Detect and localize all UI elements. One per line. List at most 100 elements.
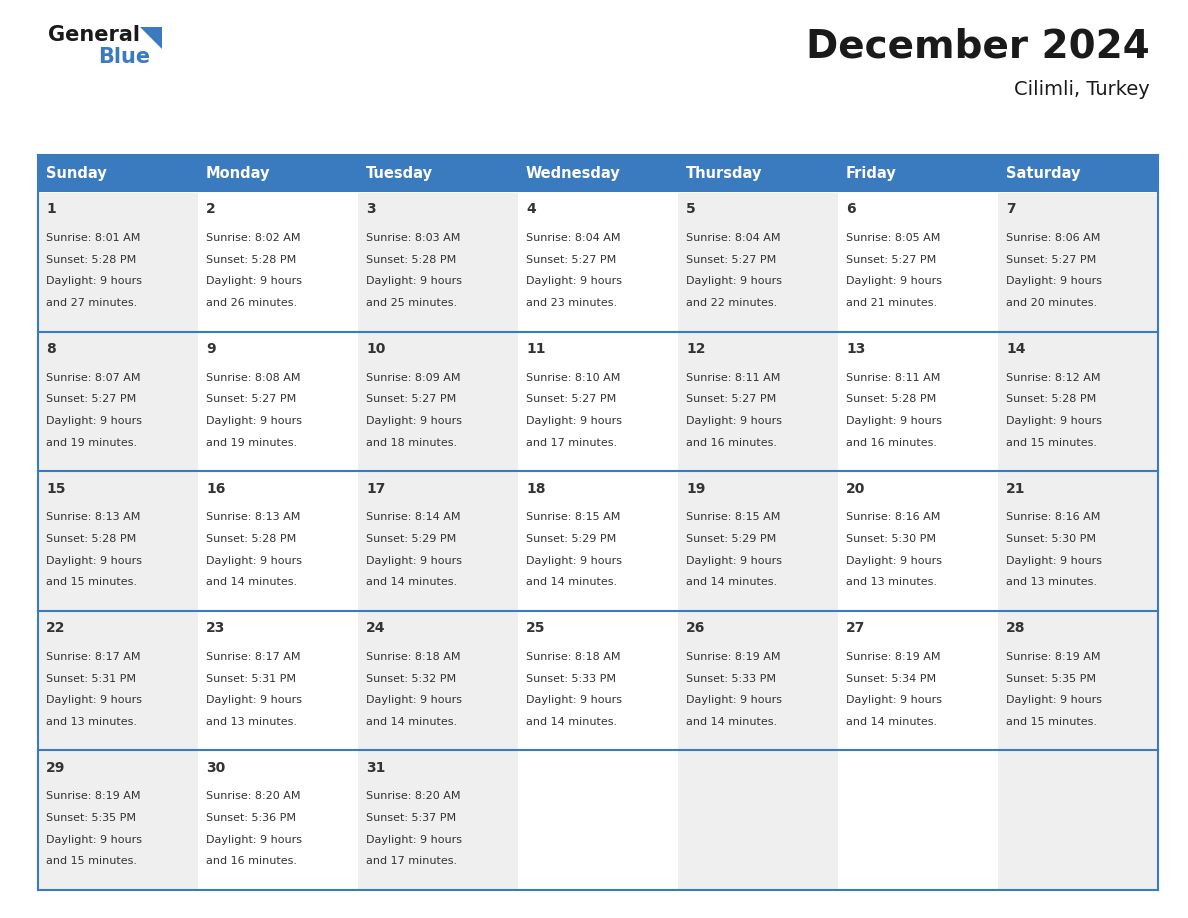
Text: Daylight: 9 hours: Daylight: 9 hours: [366, 555, 462, 565]
Text: and 14 minutes.: and 14 minutes.: [685, 717, 777, 727]
Text: Sunrise: 8:16 AM: Sunrise: 8:16 AM: [1006, 512, 1100, 522]
Bar: [198, 192, 358, 331]
Text: Sunset: 5:27 PM: Sunset: 5:27 PM: [526, 395, 617, 404]
Text: Cilimli, Turkey: Cilimli, Turkey: [1015, 80, 1150, 99]
Text: and 19 minutes.: and 19 minutes.: [46, 438, 137, 448]
Text: General: General: [48, 25, 140, 45]
Text: 26: 26: [685, 621, 706, 635]
Text: Sunrise: 8:04 AM: Sunrise: 8:04 AM: [526, 233, 620, 243]
Text: and 17 minutes.: and 17 minutes.: [526, 438, 617, 448]
Text: and 14 minutes.: and 14 minutes.: [366, 717, 457, 727]
Text: Daylight: 9 hours: Daylight: 9 hours: [526, 416, 623, 426]
Text: Daylight: 9 hours: Daylight: 9 hours: [526, 555, 623, 565]
Text: and 13 minutes.: and 13 minutes.: [206, 717, 297, 727]
Text: Sunrise: 8:17 AM: Sunrise: 8:17 AM: [46, 652, 140, 662]
Bar: [38, 155, 198, 192]
Text: Sunset: 5:29 PM: Sunset: 5:29 PM: [685, 534, 776, 544]
Text: Sunrise: 8:20 AM: Sunrise: 8:20 AM: [366, 791, 461, 801]
Text: and 16 minutes.: and 16 minutes.: [685, 438, 777, 448]
Text: Sunrise: 8:11 AM: Sunrise: 8:11 AM: [846, 373, 941, 383]
Bar: [198, 155, 358, 192]
Text: 29: 29: [46, 761, 65, 775]
Text: Sunset: 5:28 PM: Sunset: 5:28 PM: [1006, 395, 1097, 404]
Text: Sunset: 5:31 PM: Sunset: 5:31 PM: [206, 674, 296, 684]
Bar: [198, 610, 358, 750]
Text: Sunset: 5:28 PM: Sunset: 5:28 PM: [46, 534, 137, 544]
Bar: [838, 155, 998, 192]
Text: Daylight: 9 hours: Daylight: 9 hours: [366, 276, 462, 286]
Text: Sunrise: 8:15 AM: Sunrise: 8:15 AM: [526, 512, 620, 522]
Text: and 23 minutes.: and 23 minutes.: [526, 298, 617, 308]
Text: 28: 28: [1006, 621, 1025, 635]
Text: Sunrise: 8:19 AM: Sunrise: 8:19 AM: [1006, 652, 1100, 662]
Text: Sunset: 5:28 PM: Sunset: 5:28 PM: [206, 534, 296, 544]
Text: 20: 20: [846, 482, 865, 496]
Text: Sunset: 5:33 PM: Sunset: 5:33 PM: [685, 674, 776, 684]
Text: Tuesday: Tuesday: [366, 166, 432, 181]
Text: 31: 31: [366, 761, 385, 775]
Bar: [38, 750, 198, 890]
Text: 2: 2: [206, 202, 216, 217]
Text: Daylight: 9 hours: Daylight: 9 hours: [846, 555, 942, 565]
Bar: [518, 192, 678, 331]
Text: Sunrise: 8:14 AM: Sunrise: 8:14 AM: [366, 512, 461, 522]
Text: Sunset: 5:30 PM: Sunset: 5:30 PM: [1006, 534, 1097, 544]
Text: Daylight: 9 hours: Daylight: 9 hours: [206, 834, 302, 845]
Text: Sunset: 5:28 PM: Sunset: 5:28 PM: [206, 254, 296, 264]
Text: Daylight: 9 hours: Daylight: 9 hours: [206, 276, 302, 286]
Text: Daylight: 9 hours: Daylight: 9 hours: [685, 276, 782, 286]
Text: Daylight: 9 hours: Daylight: 9 hours: [1006, 555, 1102, 565]
Text: Sunset: 5:27 PM: Sunset: 5:27 PM: [846, 254, 936, 264]
Bar: [998, 610, 1158, 750]
Text: Sunrise: 8:13 AM: Sunrise: 8:13 AM: [206, 512, 301, 522]
Text: Daylight: 9 hours: Daylight: 9 hours: [685, 555, 782, 565]
Text: 12: 12: [685, 342, 706, 356]
Text: 1: 1: [46, 202, 56, 217]
Bar: [678, 471, 838, 610]
Bar: [838, 331, 998, 471]
Text: and 14 minutes.: and 14 minutes.: [206, 577, 297, 588]
Text: Daylight: 9 hours: Daylight: 9 hours: [46, 416, 143, 426]
Bar: [998, 192, 1158, 331]
Text: Daylight: 9 hours: Daylight: 9 hours: [1006, 276, 1102, 286]
Bar: [38, 331, 198, 471]
Text: Sunrise: 8:15 AM: Sunrise: 8:15 AM: [685, 512, 781, 522]
Text: 19: 19: [685, 482, 706, 496]
Bar: [518, 750, 678, 890]
Polygon shape: [140, 27, 162, 49]
Bar: [38, 610, 198, 750]
Text: 27: 27: [846, 621, 865, 635]
Text: and 18 minutes.: and 18 minutes.: [366, 438, 457, 448]
Text: Daylight: 9 hours: Daylight: 9 hours: [46, 695, 143, 705]
Text: Daylight: 9 hours: Daylight: 9 hours: [846, 276, 942, 286]
Bar: [678, 192, 838, 331]
Bar: [358, 331, 518, 471]
Text: Daylight: 9 hours: Daylight: 9 hours: [46, 276, 143, 286]
Text: Monday: Monday: [206, 166, 271, 181]
Bar: [678, 750, 838, 890]
Text: 14: 14: [1006, 342, 1025, 356]
Text: Sunset: 5:27 PM: Sunset: 5:27 PM: [206, 395, 296, 404]
Text: Sunset: 5:28 PM: Sunset: 5:28 PM: [846, 395, 936, 404]
Text: Sunrise: 8:19 AM: Sunrise: 8:19 AM: [46, 791, 140, 801]
Text: 10: 10: [366, 342, 385, 356]
Text: and 14 minutes.: and 14 minutes.: [685, 577, 777, 588]
Text: Saturday: Saturday: [1006, 166, 1081, 181]
Text: Sunrise: 8:07 AM: Sunrise: 8:07 AM: [46, 373, 140, 383]
Text: Daylight: 9 hours: Daylight: 9 hours: [46, 555, 143, 565]
Text: Sunset: 5:33 PM: Sunset: 5:33 PM: [526, 674, 617, 684]
Text: Daylight: 9 hours: Daylight: 9 hours: [206, 695, 302, 705]
Text: 24: 24: [366, 621, 385, 635]
Text: Daylight: 9 hours: Daylight: 9 hours: [366, 416, 462, 426]
Bar: [838, 192, 998, 331]
Bar: [38, 192, 198, 331]
Text: Daylight: 9 hours: Daylight: 9 hours: [526, 276, 623, 286]
Text: Sunrise: 8:09 AM: Sunrise: 8:09 AM: [366, 373, 461, 383]
Text: and 14 minutes.: and 14 minutes.: [526, 717, 617, 727]
Text: and 20 minutes.: and 20 minutes.: [1006, 298, 1098, 308]
Text: Sunrise: 8:20 AM: Sunrise: 8:20 AM: [206, 791, 301, 801]
Text: Sunrise: 8:16 AM: Sunrise: 8:16 AM: [846, 512, 941, 522]
Text: 9: 9: [206, 342, 216, 356]
Text: Wednesday: Wednesday: [526, 166, 621, 181]
Text: Sunset: 5:32 PM: Sunset: 5:32 PM: [366, 674, 456, 684]
